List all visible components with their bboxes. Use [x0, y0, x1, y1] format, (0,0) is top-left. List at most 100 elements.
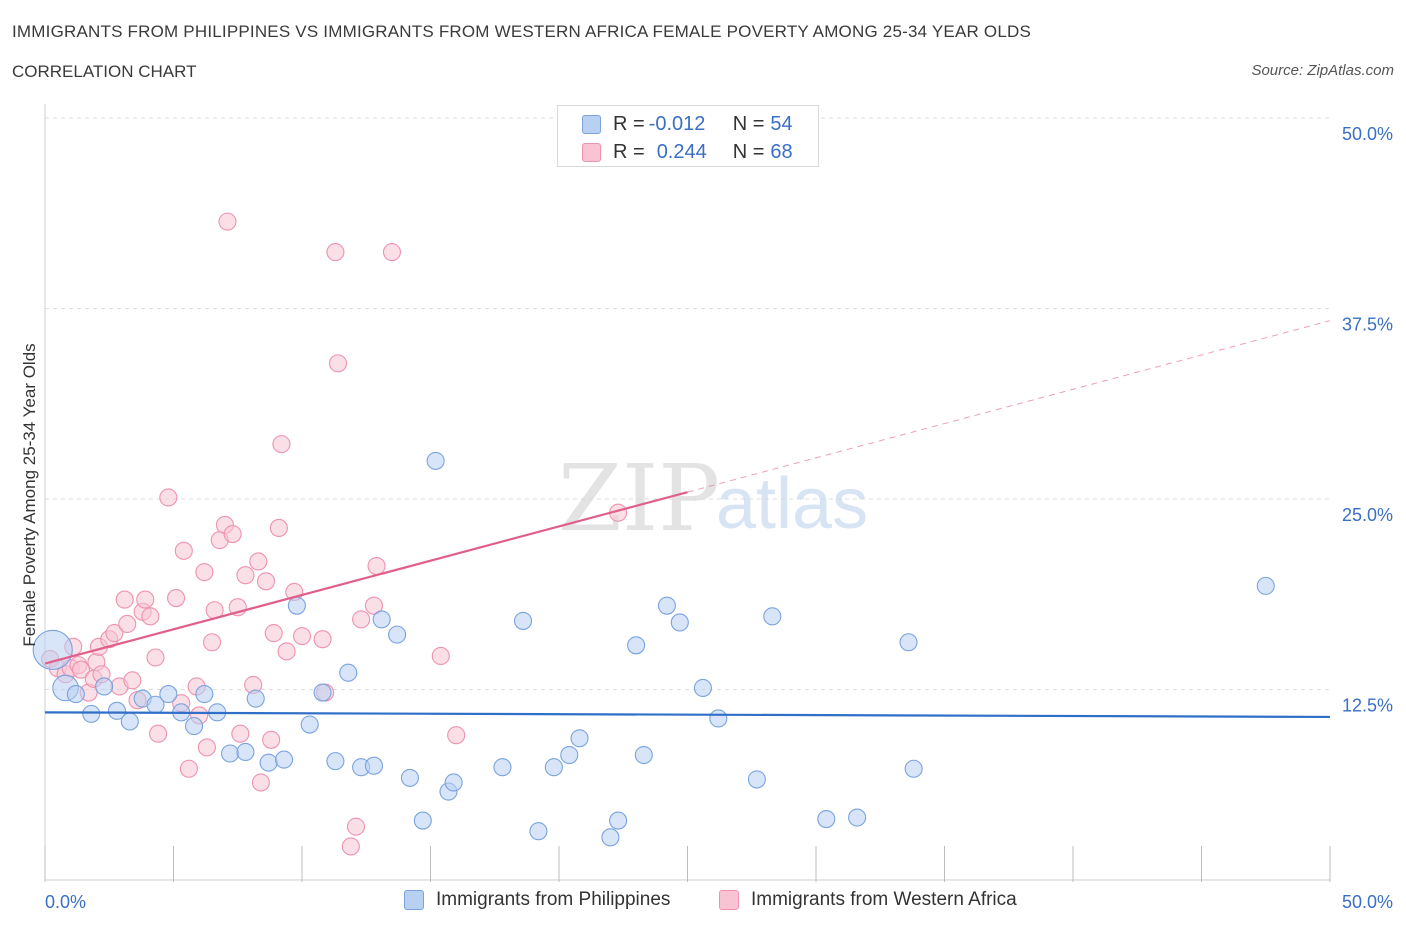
philippines-point	[904, 759, 923, 778]
western-africa-point	[203, 633, 222, 652]
philippines-point	[529, 822, 548, 841]
watermark-zip: ZIP	[558, 445, 720, 552]
bottom-legend: Immigrants from Philippines Immigrants f…	[0, 889, 1406, 915]
western-africa-point	[447, 726, 466, 745]
western-africa-point	[277, 642, 296, 661]
western-africa-trend-line-dashed	[687, 320, 1331, 493]
tick-labels: 12.5% 25.0% 37.5% 50.0% 0.0% 50.0%	[45, 124, 1393, 912]
philippines-point	[709, 709, 728, 728]
western-africa-point	[123, 671, 142, 690]
philippines-trend-line-solid	[44, 711, 1331, 719]
western-africa-point	[292, 627, 312, 646]
philippines-point	[627, 636, 646, 655]
legend-item-western-africa[interactable]: Immigrants from Western Africa	[719, 889, 1017, 911]
western-africa-point	[105, 624, 124, 643]
philippines-point	[634, 745, 653, 765]
western-africa-point	[431, 646, 450, 666]
western-africa-point	[149, 724, 168, 743]
philippines-point	[899, 633, 918, 652]
western-africa-points	[41, 212, 628, 856]
western-africa-point	[159, 488, 178, 507]
r-value: -0.012	[648, 112, 706, 135]
western-africa-point	[141, 607, 160, 626]
y-tick-label: 25.0%	[1342, 505, 1393, 525]
western-africa-point	[115, 590, 134, 609]
western-africa-point	[195, 563, 214, 582]
r-label: R =	[613, 112, 645, 135]
philippines-point	[107, 701, 127, 720]
n-label: N =	[732, 112, 765, 135]
philippines-point	[817, 809, 836, 829]
legend-item-philippines[interactable]: Immigrants from Philippines	[404, 889, 670, 911]
western-africa-point	[256, 572, 276, 591]
philippines-point	[364, 756, 384, 775]
watermark-atlas: atlas	[716, 464, 868, 544]
western-africa-point	[174, 541, 193, 560]
western-africa-point	[167, 589, 186, 608]
western-africa-point	[264, 624, 283, 643]
western-africa-point	[272, 435, 291, 454]
philippines-point	[339, 663, 358, 682]
philippines-point	[259, 753, 278, 772]
philippines-point	[657, 596, 676, 615]
western-africa-point	[341, 837, 360, 856]
y-tick-label: 37.5%	[1342, 315, 1393, 335]
philippines-point	[848, 808, 867, 827]
x-tick-label: 50.0%	[1342, 892, 1393, 912]
legend-swatch-philippines	[582, 114, 601, 134]
y-tick-label: 50.0%	[1342, 124, 1393, 144]
legend-swatch-western-africa	[582, 142, 601, 162]
western-africa-point	[218, 212, 237, 231]
philippines-point	[601, 828, 620, 847]
philippines-point	[159, 685, 178, 704]
western-africa-point	[262, 730, 281, 749]
western-africa-point	[352, 610, 371, 629]
philippines-point	[426, 451, 445, 470]
y-axis-label: Female Poverty Among 25-34 Year Olds	[20, 343, 39, 647]
axes	[44, 104, 1331, 882]
philippines-point	[120, 712, 139, 731]
philippines-point	[1256, 576, 1275, 595]
trend-lines	[44, 320, 1331, 719]
philippines-point	[220, 744, 240, 763]
philippines-point	[609, 811, 628, 830]
philippines-point	[372, 610, 391, 629]
stats-row-philippines: R = -0.012 N = 54	[582, 111, 793, 137]
legend-swatch-philippines	[404, 890, 424, 910]
legend-swatch-western-africa	[719, 890, 739, 910]
western-africa-point	[313, 630, 332, 649]
chart-title: IMMIGRANTS FROM PHILIPPINES VS IMMIGRANT…	[12, 22, 1032, 41]
x-tick-label: 0.0%	[45, 892, 86, 912]
philippines-point	[763, 607, 782, 626]
philippines-point	[287, 596, 306, 615]
philippines-point	[560, 745, 579, 765]
philippines-point	[95, 677, 114, 696]
n-label: N =	[732, 140, 765, 163]
legend-label-philippines: Immigrants from Philippines	[436, 889, 671, 910]
western-africa-point	[146, 648, 165, 667]
r-label: R =	[613, 140, 645, 163]
philippines-point	[195, 685, 214, 704]
western-africa-point	[346, 817, 366, 836]
r-value: 0.244	[656, 140, 707, 163]
legend-label-western-africa: Immigrants from Western Africa	[751, 889, 1017, 910]
western-africa-point	[382, 243, 402, 262]
philippines-point	[246, 689, 265, 708]
western-africa-point	[251, 773, 270, 792]
philippines-point	[274, 750, 294, 769]
western-africa-trend-line-solid	[44, 491, 688, 665]
western-africa-point	[118, 614, 137, 634]
philippines-point	[670, 613, 689, 632]
western-africa-point	[236, 566, 255, 585]
western-africa-point	[223, 525, 242, 544]
philippines-point	[236, 742, 255, 762]
western-africa-point	[179, 759, 198, 778]
western-africa-point	[136, 590, 155, 609]
y-tick-label: 12.5%	[1342, 696, 1393, 716]
philippines-point	[444, 773, 463, 792]
western-africa-point	[328, 354, 348, 373]
western-africa-point	[231, 724, 250, 743]
philippines-point	[185, 717, 204, 736]
philippines-point	[413, 811, 432, 830]
philippines-points	[32, 451, 1275, 847]
